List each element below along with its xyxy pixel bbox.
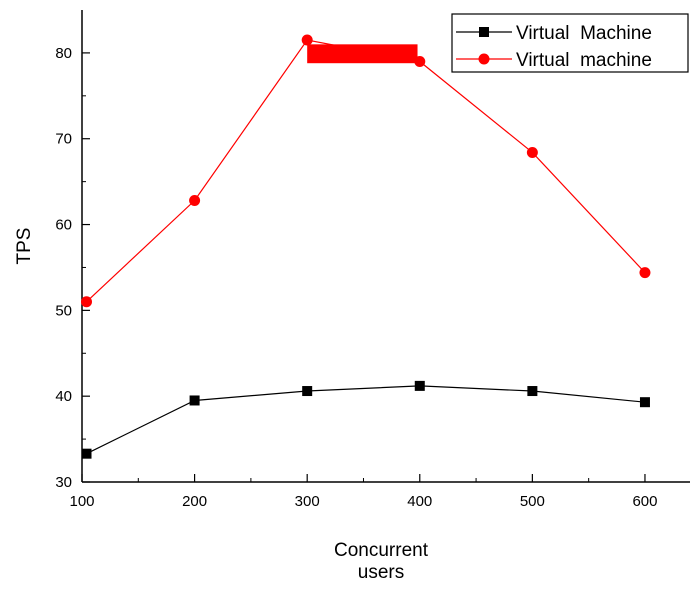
ticks: 100 200 300 400 500 600 30 40 50 60 70 80 xyxy=(55,45,657,510)
legend-marker-series-1 xyxy=(478,53,490,65)
legend-box xyxy=(451,13,689,73)
x-tick-label: 100 xyxy=(69,493,94,510)
x-tick-label: 200 xyxy=(182,493,207,510)
series-line-0 xyxy=(86,385,646,455)
legend: Virtual Machine Virtual machine xyxy=(451,13,689,73)
y-axis-title: TPS xyxy=(14,228,35,265)
legend-label-series-0: Virtual Machine xyxy=(516,23,652,44)
y-tick-label: 70 xyxy=(55,131,72,148)
data-point-series-1 xyxy=(189,195,201,207)
data-point-series-1 xyxy=(526,146,538,158)
series-line-1 xyxy=(86,39,646,303)
data-point-series-0 xyxy=(639,397,650,408)
legend-label-series-1: Virtual machine xyxy=(516,50,652,71)
series-layer xyxy=(81,34,651,459)
y-tick-label: 80 xyxy=(55,45,72,62)
x-tick-label: 600 xyxy=(632,493,657,510)
y-tick-label: 30 xyxy=(55,474,72,491)
data-point-series-1 xyxy=(639,267,651,279)
legend-marker-series-0 xyxy=(479,27,489,37)
y-tick-label: 50 xyxy=(55,302,72,319)
x-tick-label: 500 xyxy=(520,493,545,510)
data-point-series-0 xyxy=(414,380,425,391)
y-tick-label: 60 xyxy=(55,217,72,234)
data-point-series-1 xyxy=(301,34,313,46)
x-axis-title-line2: users xyxy=(358,562,404,583)
x-axis-title-line1: Concurrent xyxy=(334,540,429,561)
y-tick-label: 40 xyxy=(55,388,72,405)
data-point-series-0 xyxy=(189,395,200,406)
data-point-series-0 xyxy=(527,386,538,397)
data-point-series-0 xyxy=(302,386,313,397)
x-tick-label: 300 xyxy=(295,493,320,510)
red-annotation-bar xyxy=(307,44,418,64)
data-point-series-1 xyxy=(81,296,93,308)
x-tick-label: 400 xyxy=(407,493,432,510)
data-point-series-0 xyxy=(81,448,92,459)
